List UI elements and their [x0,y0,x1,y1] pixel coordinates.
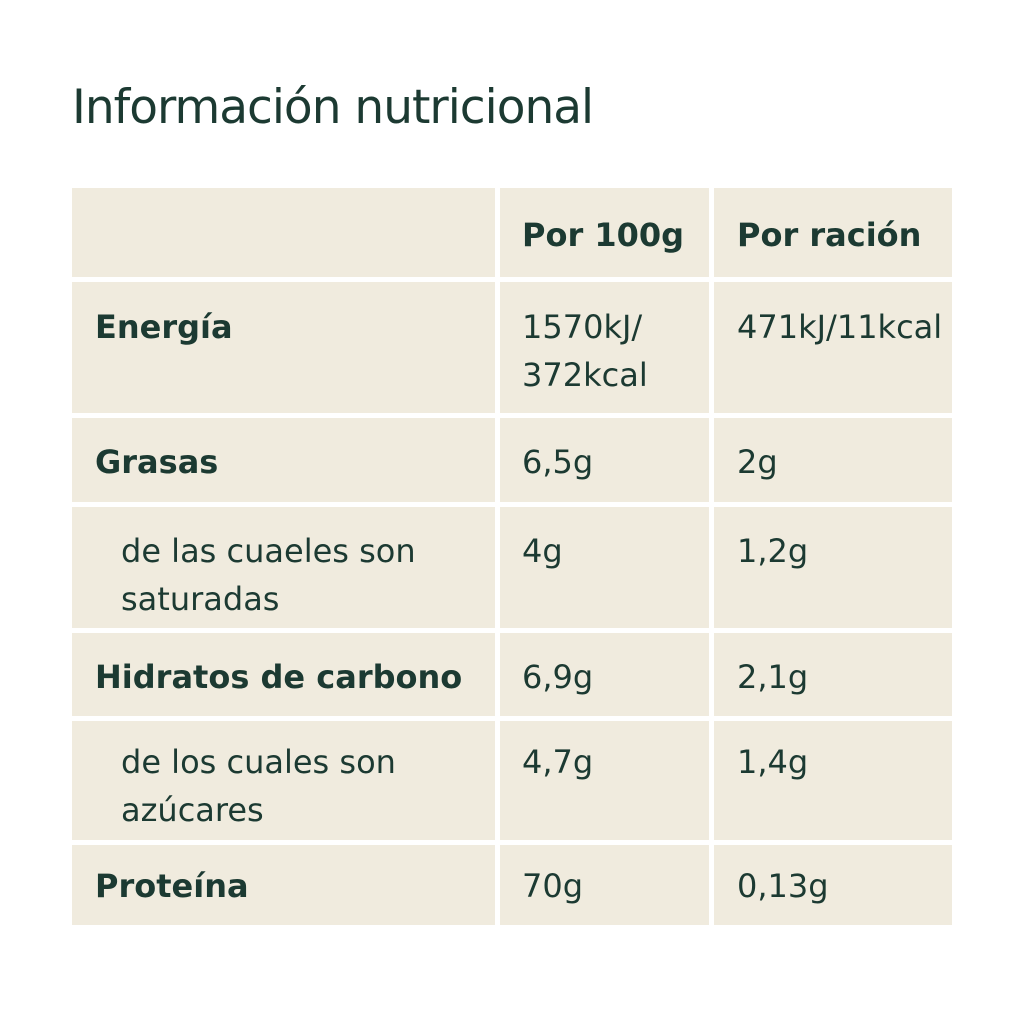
header-per-serving: Por ración [737,216,922,254]
row-per-serving-cell: 471kJ/11kcal [714,282,952,418]
row-per-serving: 1,4g [737,743,809,781]
table-row-carbohydrates: Hidratos de carbono 6,9g 2,1g [72,633,952,721]
table-row-sugars: de los cuales son azúcares 4,7g 1,4g [72,721,952,845]
row-per-serving-cell: 1,4g [714,721,952,845]
row-per-100g-cell: 4g [500,507,714,633]
row-per-serving: 1,2g [737,532,809,570]
row-label: de las cuaeles son saturadas [121,532,416,618]
row-label: Hidratos de carbono [95,658,463,696]
table-row-protein: Proteína 70g 0,13g [72,845,952,925]
row-label-cell: Hidratos de carbono [72,633,500,721]
header-cell-per-serving: Por ración [714,188,952,282]
row-label-cell: de las cuaeles son saturadas [72,507,500,633]
table-row-fat: Grasas 6,5g 2g [72,418,952,507]
row-per-serving-cell: 0,13g [714,845,952,925]
row-per-100g: 4,7g [522,743,594,781]
row-per-100g-cell: 6,9g [500,633,714,721]
row-label: Energía [95,308,233,346]
header-per-100g: Por 100g [522,216,685,254]
row-label: Grasas [95,443,219,481]
row-label-cell: Energía [72,282,500,418]
row-per-serving-cell: 2,1g [714,633,952,721]
row-per-100g: 6,5g [522,443,594,481]
row-label-cell: Proteína [72,845,500,925]
row-label-cell: de los cuales son azúcares [72,721,500,845]
row-per-100g: 4g [522,532,563,570]
row-per-100g: 70g [522,867,584,905]
row-per-100g: 1570kJ/ 372kcal [522,308,648,394]
row-per-100g: 6,9g [522,658,594,696]
page-title: Información nutricional [72,80,594,135]
row-per-serving: 0,13g [737,867,829,905]
row-label: de los cuales son azúcares [121,743,396,829]
row-per-serving-cell: 2g [714,418,952,507]
nutrition-table: Por 100g Por ración Energía 1570kJ/ 372k… [72,188,952,925]
table-row-saturated: de las cuaeles son saturadas 4g 1,2g [72,507,952,633]
table-header-row: Por 100g Por ración [72,188,952,282]
row-per-serving: 471kJ/11kcal [737,308,943,346]
row-per-100g-cell: 70g [500,845,714,925]
header-cell-per-100g: Por 100g [500,188,714,282]
row-per-serving-cell: 1,2g [714,507,952,633]
row-per-serving: 2,1g [737,658,809,696]
row-per-serving: 2g [737,443,778,481]
row-per-100g-cell: 1570kJ/ 372kcal [500,282,714,418]
row-label-cell: Grasas [72,418,500,507]
header-label [72,188,495,211]
row-label: Proteína [95,867,249,905]
header-cell-empty [72,188,500,282]
row-per-100g-cell: 6,5g [500,418,714,507]
table-row-energy: Energía 1570kJ/ 372kcal 471kJ/11kcal [72,282,952,418]
row-per-100g-cell: 4,7g [500,721,714,845]
